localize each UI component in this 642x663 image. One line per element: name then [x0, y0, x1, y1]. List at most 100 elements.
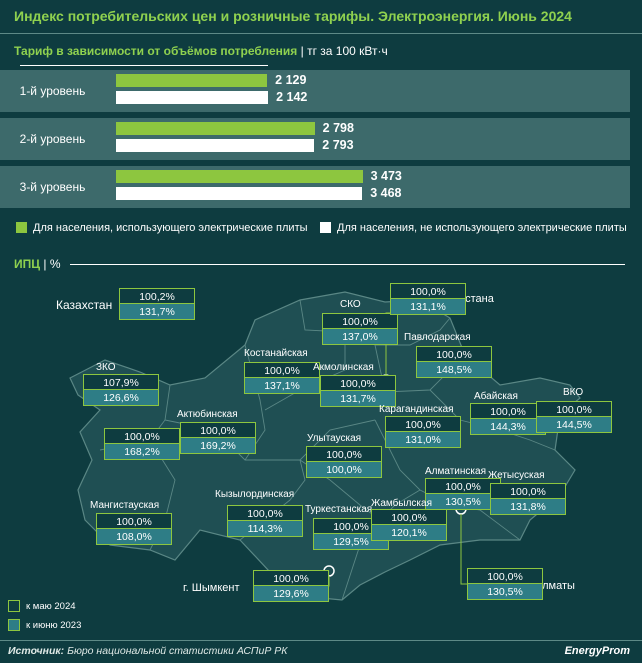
region-0-value-may-2024: 100,2%: [119, 288, 195, 304]
key-june-2023: к июню 2023: [8, 619, 81, 631]
region-8-name: Абайская: [474, 391, 518, 402]
bar-value-label: 3 473: [370, 169, 402, 183]
region-16-value-may-2024: 100,0%: [96, 513, 172, 529]
region-6-value-june-2023: 131,7%: [320, 391, 396, 407]
region-6-name: Акмолинская: [313, 362, 374, 373]
category-label: 1-й уровень: [19, 84, 86, 98]
region-7-value-may-2024: 100,0%: [385, 416, 461, 432]
region-5-value-may-2024: 100,0%: [244, 362, 320, 378]
bar-band: [0, 118, 630, 160]
bar-value-label: 2 793: [322, 138, 354, 152]
legend-swatch-white: [320, 222, 331, 233]
bar-band: [0, 70, 630, 112]
region-19-value-june-2023: 129,6%: [253, 586, 329, 602]
region-1-value-june-2023: 137,0%: [322, 329, 398, 345]
legend-label-no-electric-stoves: Для населения, не использующего электрич…: [337, 222, 627, 234]
region-14-value-box: 100,0% 131,8%: [490, 483, 566, 515]
region-15-value-box: 100,0% 114,3%: [227, 505, 303, 537]
region-10-value-june-2023: 169,2%: [180, 438, 256, 454]
region-11-value-june-2023: 168,2%: [104, 444, 180, 460]
region-18-value-june-2023: 120,1%: [371, 525, 447, 541]
region-13-value-june-2023: 130,5%: [425, 494, 501, 510]
region-15-value-june-2023: 114,3%: [227, 521, 303, 537]
region-13-value-box: 100,0% 130,5%: [425, 478, 501, 510]
region-4-name: ЗКО: [96, 362, 116, 373]
bar-without-electric-stoves: [116, 139, 315, 152]
region-4-value-june-2023: 126,6%: [83, 390, 159, 406]
legend-swatch-green: [16, 222, 27, 233]
region-10-value-box: 100,0% 169,2%: [180, 422, 256, 454]
region-2-value-may-2024: 100,0%: [390, 283, 466, 299]
source-label: Источник:: [8, 645, 65, 657]
bar-with-electric-stoves: [116, 170, 363, 183]
source-note: Источник: Бюро национальной статистики А…: [8, 645, 287, 657]
region-6-value-may-2024: 100,0%: [320, 375, 396, 391]
bar-with-electric-stoves: [116, 122, 315, 135]
region-17-value-june-2023: 129,5%: [313, 534, 389, 550]
region-7-value-june-2023: 131,0%: [385, 432, 461, 448]
region-12-value-may-2024: 100,0%: [306, 446, 382, 462]
legend-label-electric-stoves: Для населения, использующего электрическ…: [33, 222, 308, 234]
region-1-name: СКО: [340, 299, 361, 310]
region-15-name: Кызылординская: [215, 489, 295, 500]
region-2-value-june-2023: 131,1%: [390, 299, 466, 315]
region-12-value-june-2023: 100,0%: [306, 462, 382, 478]
region-16-value-june-2023: 108,0%: [96, 529, 172, 545]
region-20-value-may-2024: 100,0%: [467, 568, 543, 584]
region-1-value-box: 100,0% 137,0%: [322, 313, 398, 345]
region-13-name: Алматинская: [425, 466, 486, 477]
key-swatch-may: [8, 600, 20, 612]
region-5-value-box: 100,0% 137,1%: [244, 362, 320, 394]
region-3-value-may-2024: 100,0%: [416, 346, 492, 362]
region-3-value-box: 100,0% 148,5%: [416, 346, 492, 378]
tariff-section-header: Тариф в зависимости от объёмов потреблен…: [14, 44, 642, 72]
bar-without-electric-stoves: [116, 187, 363, 200]
region-3-name: Павлодарская: [404, 332, 471, 343]
chart-title: Индекс потребительских цен и розничные т…: [14, 8, 572, 24]
region-3-value-june-2023: 148,5%: [416, 362, 492, 378]
region-17-value-box: 100,0% 129,5%: [313, 518, 389, 550]
tariff-section-separator: |: [300, 44, 308, 58]
legend-item-electric-stoves: Для населения, использующего электрическ…: [16, 222, 308, 234]
title-divider: [0, 33, 642, 34]
region-17-value-may-2024: 100,0%: [313, 518, 389, 534]
cpi-section-separator: |: [43, 257, 50, 271]
region-9-name: ВКО: [563, 387, 584, 398]
region-6-value-box: 100,0% 131,7%: [320, 375, 396, 407]
region-11-value-box: 100,0% 168,2%: [104, 428, 180, 460]
region-20-value-box: 100,0% 130,5%: [467, 568, 543, 600]
region-11-value-may-2024: 100,0%: [104, 428, 180, 444]
region-8-value-box: 100,0% 144,3%: [470, 403, 546, 435]
cpi-section-title: ИПЦ: [14, 257, 41, 271]
key-may-2024: к маю 2024: [8, 600, 76, 612]
region-13-value-may-2024: 100,0%: [425, 478, 501, 494]
region-8-value-june-2023: 144,3%: [470, 419, 546, 435]
region-20-value-june-2023: 130,5%: [467, 584, 543, 600]
region-5-value-june-2023: 137,1%: [244, 378, 320, 394]
region-17-name: Туркестанская: [305, 504, 373, 515]
bar-value-label: 2 798: [322, 121, 354, 135]
bar-value-label: 2 142: [276, 90, 308, 104]
tariff-section-unit: тг за 100 кВт·ч: [307, 44, 388, 58]
key-label-june: к июню 2023: [26, 620, 82, 631]
category-label: 2-й уровень: [19, 132, 86, 146]
region-0-value-june-2023: 131,7%: [119, 304, 195, 320]
region-14-name: Жетысуская: [488, 470, 545, 481]
footer-divider: [0, 640, 642, 641]
region-4-value-may-2024: 107,9%: [83, 374, 159, 390]
region-14-value-may-2024: 100,0%: [490, 483, 566, 499]
category-label: 3-й уровень: [19, 180, 86, 194]
region-2-value-box: 100,0% 131,1%: [390, 283, 466, 315]
key-swatch-june: [8, 619, 20, 631]
region-19-value-box: 100,0% 129,6%: [253, 570, 329, 602]
region-16-value-box: 100,0% 108,0%: [96, 513, 172, 545]
bar-value-label: 2 129: [275, 73, 307, 87]
bar-without-electric-stoves: [116, 91, 269, 104]
region-1-value-may-2024: 100,0%: [322, 313, 398, 329]
region-0-value-box: 100,2% 131,7%: [119, 288, 195, 320]
key-label-may: к маю 2024: [26, 601, 76, 612]
cpi-section-line: [69, 264, 625, 266]
region-19-value-may-2024: 100,0%: [253, 570, 329, 586]
region-10-name: Актюбинская: [177, 409, 238, 420]
tariff-section-title: Тариф в зависимости от объёмов потреблен…: [14, 44, 298, 58]
